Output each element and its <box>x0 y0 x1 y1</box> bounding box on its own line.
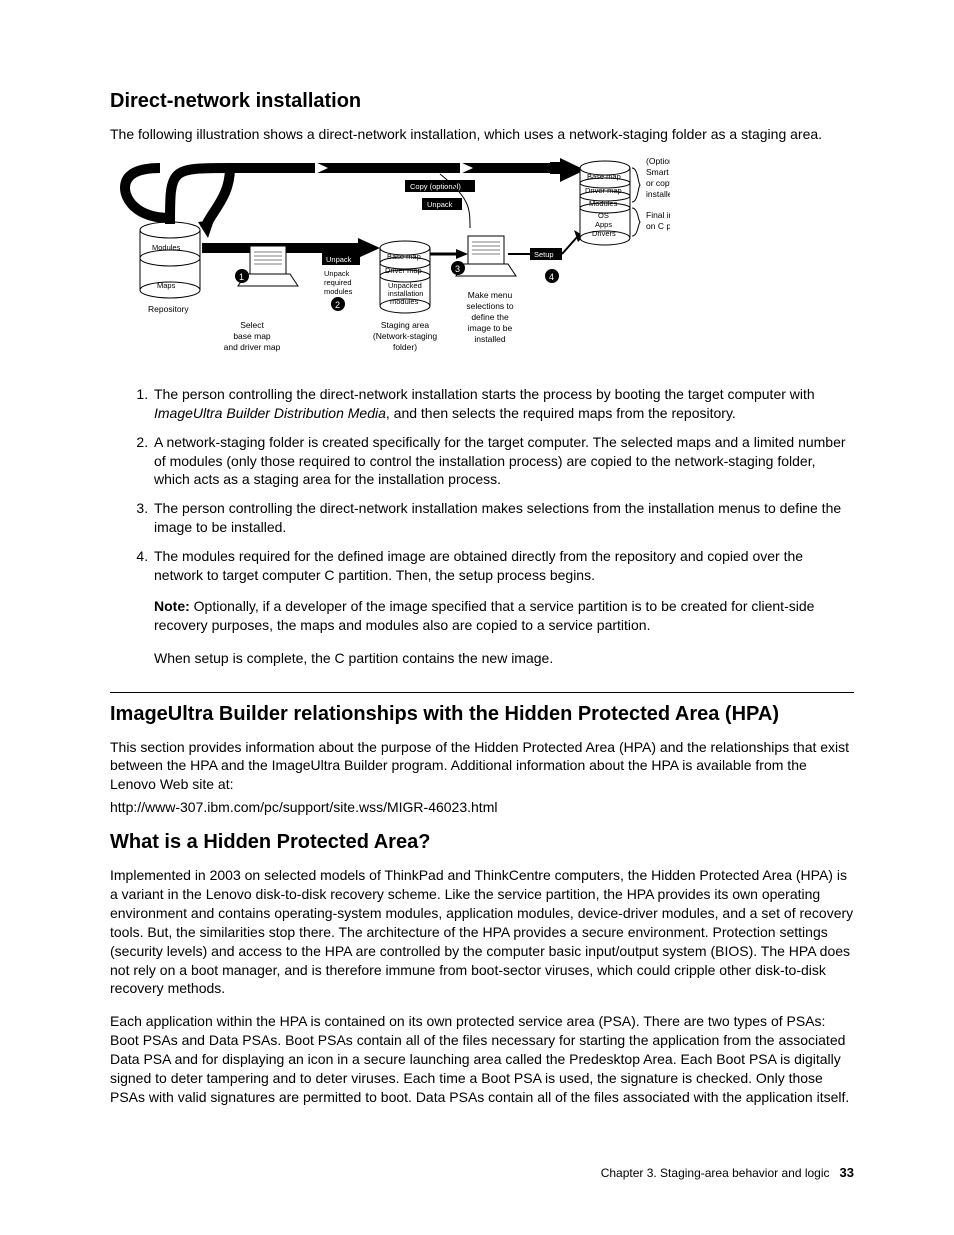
svg-text:Modules: Modules <box>152 243 181 252</box>
svg-text:Staging area: Staging area <box>381 320 429 330</box>
svg-text:or copy of: or copy of <box>646 178 670 188</box>
svg-text:selections to: selections to <box>466 301 514 311</box>
svg-text:Unpack: Unpack <box>324 269 350 278</box>
note-label: Note: <box>154 598 190 614</box>
svg-text:Smart Image: Smart Image <box>646 167 670 177</box>
intro-paragraph: The following illustration shows a direc… <box>110 125 854 144</box>
footer-page-number: 33 <box>840 1165 854 1180</box>
svg-text:3: 3 <box>455 264 460 274</box>
step-4: The modules required for the defined ima… <box>152 547 854 667</box>
hpa-intro: This section provides information about … <box>110 738 854 795</box>
svg-text:Apps: Apps <box>595 220 612 229</box>
svg-text:Repository: Repository <box>148 304 189 314</box>
heading-hpa-relationships: ImageUltra Builder relationships with th… <box>110 692 854 726</box>
svg-text:Unpack: Unpack <box>427 200 453 209</box>
svg-text:Unpack: Unpack <box>326 255 352 264</box>
footer-chapter: Chapter 3. Staging-area behavior and log… <box>601 1166 830 1180</box>
svg-text:Drivers: Drivers <box>592 229 616 238</box>
installation-diagram: Modules Maps Repository Copy (optional) … <box>110 158 670 368</box>
step-1: The person controlling the direct-networ… <box>152 385 854 423</box>
hpa-url: http://www-307.ibm.com/pc/support/site.w… <box>110 798 854 817</box>
svg-text:Final image: Final image <box>646 210 670 220</box>
svg-text:2: 2 <box>335 300 340 310</box>
svg-text:installed: installed <box>474 334 505 344</box>
svg-text:on C partition: on C partition <box>646 221 670 231</box>
svg-text:Make menu: Make menu <box>468 290 513 300</box>
svg-text:Base map: Base map <box>587 172 621 181</box>
svg-text:1: 1 <box>239 272 244 282</box>
svg-text:and driver map: and driver map <box>224 342 281 352</box>
step-2: A network-staging folder is created spec… <box>152 433 854 490</box>
svg-text:Base map: Base map <box>387 252 421 261</box>
svg-text:(Network-staging: (Network-staging <box>373 331 438 341</box>
svg-text:(Optional): (Optional) <box>646 158 670 166</box>
heading-direct-network: Direct-network installation <box>110 90 854 113</box>
svg-text:modules: modules <box>390 297 419 306</box>
svg-text:define the: define the <box>471 312 509 322</box>
svg-text:folder): folder) <box>393 342 417 352</box>
page-footer: Chapter 3. Staging-area behavior and log… <box>601 1165 854 1180</box>
svg-text:installed image: installed image <box>646 189 670 199</box>
svg-text:Driver map: Driver map <box>585 186 622 195</box>
svg-text:required: required <box>324 278 352 287</box>
install-steps: The person controlling the direct-networ… <box>110 385 854 668</box>
svg-text:modules: modules <box>324 287 353 296</box>
hpa-paragraph-1: Implemented in 2003 on selected models o… <box>110 866 854 998</box>
heading-what-is-hpa: What is a Hidden Protected Area? <box>110 831 854 854</box>
svg-text:Setup: Setup <box>534 250 554 259</box>
svg-text:Select: Select <box>240 320 264 330</box>
note-text: Optionally, if a developer of the image … <box>154 598 814 633</box>
svg-text:image to be: image to be <box>468 323 513 333</box>
svg-text:OS: OS <box>598 211 609 220</box>
svg-text:Modules: Modules <box>589 199 618 208</box>
svg-text:Maps: Maps <box>157 281 176 290</box>
svg-text:Driver map: Driver map <box>385 266 422 275</box>
hpa-paragraph-2: Each application within the HPA is conta… <box>110 1012 854 1106</box>
after-note: When setup is complete, the C partition … <box>154 649 854 668</box>
svg-text:base map: base map <box>233 331 271 341</box>
svg-text:4: 4 <box>549 272 554 282</box>
step-3: The person controlling the direct-networ… <box>152 499 854 537</box>
